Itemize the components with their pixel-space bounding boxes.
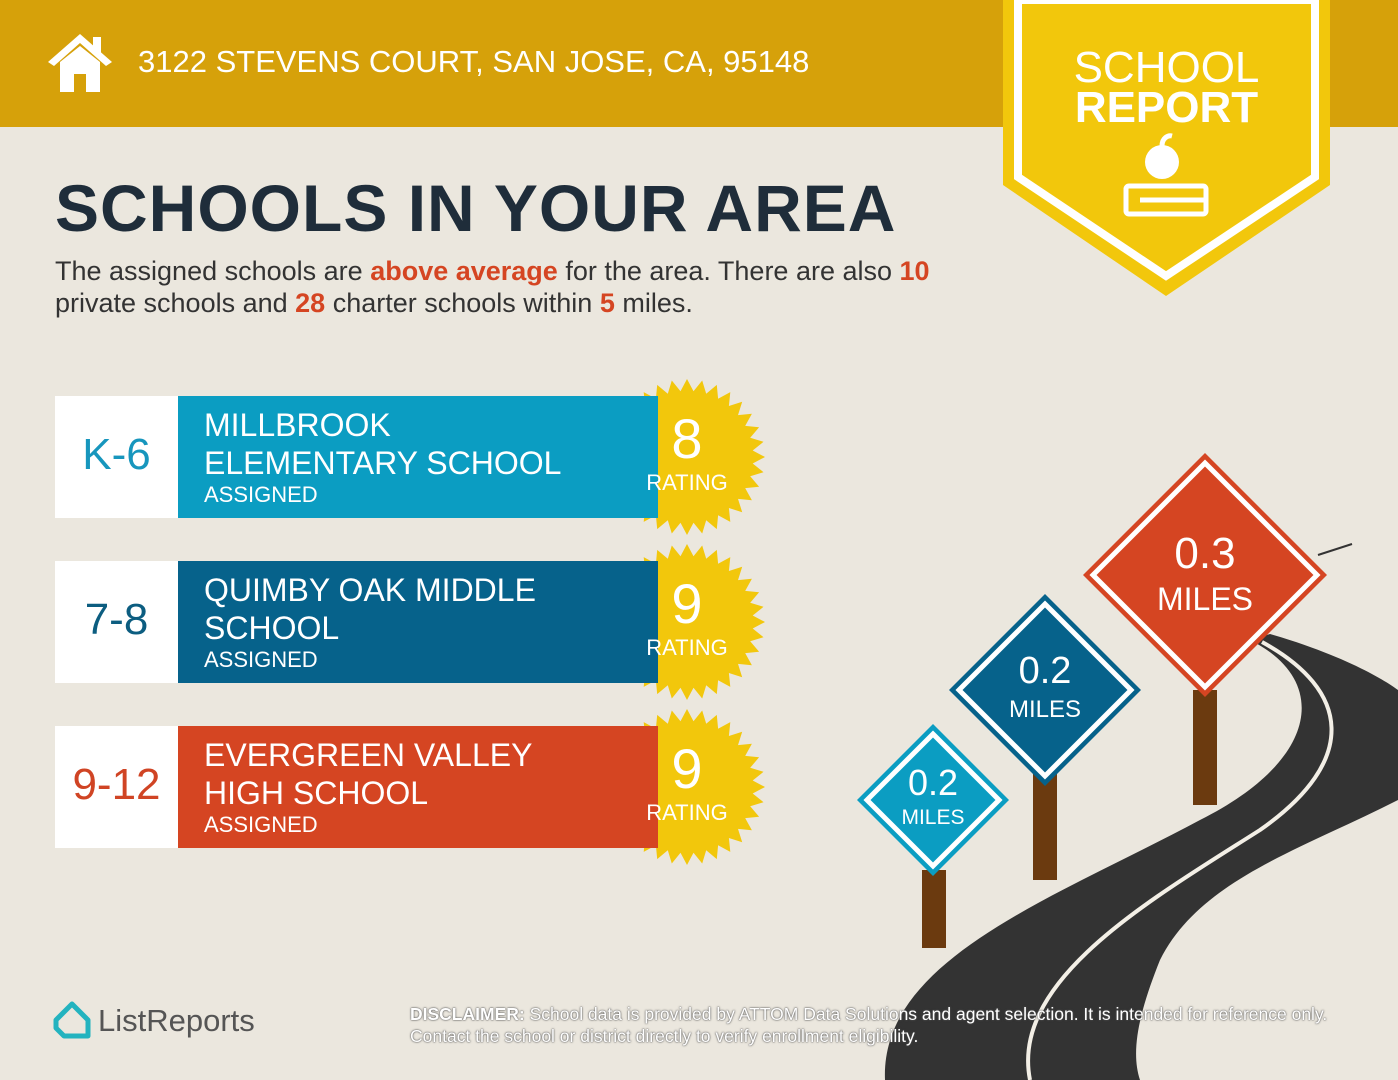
summary-text: for the area. There are also	[557, 256, 900, 286]
sign	[1083, 453, 1327, 697]
road-far	[1317, 543, 1353, 556]
sign	[857, 724, 1009, 876]
sign-post	[922, 870, 946, 948]
sign-border	[1089, 459, 1321, 691]
logo-text: ListReports	[98, 1003, 255, 1038]
badge-line: SCHOOL	[1073, 43, 1260, 92]
sign-unit: MILES	[901, 806, 965, 829]
apple-book-icon	[1123, 133, 1209, 217]
rating-number: 9	[671, 572, 703, 635]
disclaimer: DISCLAIMER: School data is provided by A…	[410, 1003, 1330, 1047]
road	[884, 634, 1398, 1080]
summary-text: miles.	[614, 288, 693, 318]
sign-border	[863, 730, 1003, 870]
school-name: QUIMBY OAK MIDDLE	[204, 572, 536, 608]
sign-distance: 0.2	[907, 762, 959, 804]
grade: 7-8	[84, 595, 149, 644]
sign	[949, 594, 1141, 786]
rating-label: RATING	[646, 800, 728, 825]
road-line	[1026, 640, 1334, 1080]
rating-label: RATING	[646, 470, 728, 495]
disclaimer-text: School data is provided by ATTOM Data So…	[410, 1004, 1328, 1046]
summary-highlight: above average	[370, 256, 558, 286]
sign-unit: MILES	[1008, 696, 1082, 723]
grade-box	[55, 726, 178, 848]
school-band	[178, 561, 658, 683]
summary-highlight: 28	[295, 288, 326, 318]
grade: K-6	[82, 430, 151, 479]
rating-number: 9	[671, 737, 703, 800]
rating-number: 8	[671, 407, 703, 470]
badge-line: REPORT	[1074, 83, 1259, 132]
grade-box	[55, 396, 178, 518]
grade-box	[55, 561, 178, 683]
summary-text: private schools and	[55, 288, 296, 318]
logo-icon	[53, 1001, 91, 1039]
school-name: MILLBROOK	[204, 407, 391, 443]
sign-distance: 0.2	[1018, 650, 1072, 693]
school-band	[178, 396, 658, 518]
sign-unit: MILES	[1156, 581, 1254, 617]
school-name: ELEMENTARY SCHOOL	[204, 445, 562, 481]
signs	[857, 453, 1327, 948]
school-band	[178, 726, 658, 848]
school-name: HIGH SCHOOL	[204, 775, 429, 811]
sign-post	[1193, 690, 1217, 805]
summary-highlight: 5	[599, 288, 615, 318]
school-status: ASSIGNED	[204, 647, 318, 672]
school-name: SCHOOL	[204, 610, 340, 646]
address: 3122 STEVENS COURT, SAN JOSE, CA, 95148	[138, 44, 810, 79]
title: SCHOOLS IN YOUR AREA	[55, 171, 897, 245]
summary-text: charter schools within	[325, 288, 600, 318]
school-status: ASSIGNED	[204, 812, 318, 837]
badge-border	[1014, 0, 1319, 281]
rating-label: RATING	[646, 635, 728, 660]
summary-text: The assigned schools are	[55, 256, 371, 286]
summary: The assigned schools are above average f…	[55, 255, 985, 319]
school-status: ASSIGNED	[204, 482, 318, 507]
disclaimer-label: DISCLAIMER:	[410, 1004, 525, 1024]
school-name: EVERGREEN VALLEY	[204, 737, 533, 773]
grade: 9-12	[72, 760, 161, 809]
summary-highlight: 10	[899, 256, 930, 286]
sign-distance: 0.3	[1174, 528, 1236, 578]
house-icon	[48, 34, 112, 92]
sign-border	[955, 600, 1135, 780]
